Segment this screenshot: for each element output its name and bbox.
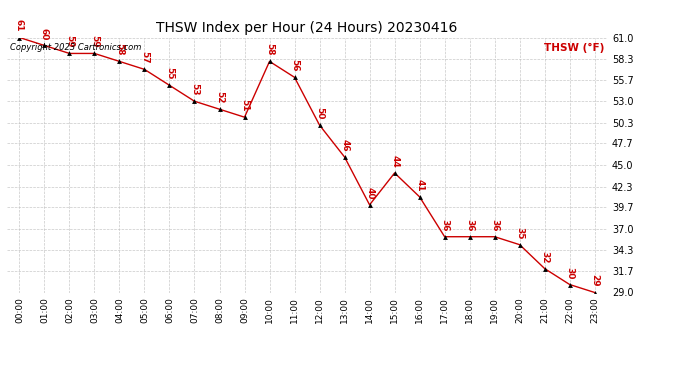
Text: 57: 57 — [140, 51, 149, 64]
Text: 61: 61 — [15, 20, 24, 32]
Text: 44: 44 — [390, 154, 399, 167]
Text: 35: 35 — [515, 226, 524, 239]
Text: 56: 56 — [290, 59, 299, 72]
Text: 32: 32 — [540, 251, 549, 263]
Text: 36: 36 — [440, 219, 449, 231]
Text: 51: 51 — [240, 99, 249, 112]
Text: 60: 60 — [40, 27, 49, 40]
Text: 52: 52 — [215, 91, 224, 104]
Text: 50: 50 — [315, 107, 324, 120]
Text: 53: 53 — [190, 83, 199, 96]
Text: 46: 46 — [340, 139, 349, 152]
Text: 40: 40 — [365, 187, 374, 199]
Text: 36: 36 — [490, 219, 499, 231]
Text: 29: 29 — [590, 274, 599, 287]
Text: 58: 58 — [115, 44, 124, 56]
Text: 36: 36 — [465, 219, 474, 231]
Title: THSW Index per Hour (24 Hours) 20230416: THSW Index per Hour (24 Hours) 20230416 — [157, 21, 457, 35]
Text: THSW (°F): THSW (°F) — [544, 43, 604, 52]
Text: 58: 58 — [265, 44, 274, 56]
Text: 30: 30 — [565, 267, 574, 279]
Text: 55: 55 — [165, 67, 174, 80]
Text: 59: 59 — [90, 35, 99, 48]
Text: 41: 41 — [415, 179, 424, 191]
Text: Copyright 2023 Cartronics.com: Copyright 2023 Cartronics.com — [10, 43, 141, 52]
Text: 59: 59 — [65, 35, 74, 48]
